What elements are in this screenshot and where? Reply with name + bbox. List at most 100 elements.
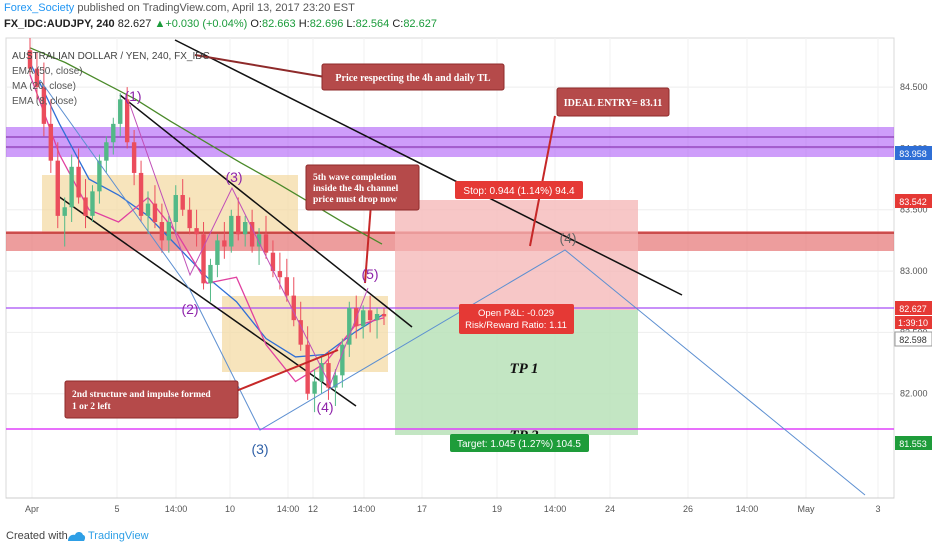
wave-label-3a: (3) [225,169,242,185]
wave-label-2: (2) [181,301,198,317]
channel-upper [119,94,413,328]
y-tick-label: 83.000 [900,266,928,276]
tradingview-brand[interactable]: TradingView [88,530,149,542]
candle-body [215,240,220,265]
candle-body [76,166,81,198]
candle-body [90,191,95,216]
candle-body [374,314,380,321]
candle-body [48,123,54,161]
candle-body [97,160,102,192]
high-label: H: [298,18,310,30]
legend-title: AUSTRALIAN DOLLAR / YEN, 240, FX_IDC [12,51,210,62]
target-label-box [450,434,589,452]
author-link[interactable]: Forex_Society [4,2,75,14]
tag-83542: 83.542 [899,197,927,207]
candle-body [333,375,338,388]
countdown: 1:39:10 [898,318,928,328]
created-with: Created with [6,530,68,542]
up-arrow-icon: ▲ [154,18,166,30]
x-tick-label: 14:00 [736,504,759,514]
callout-wave-line1: 5th wave completion [313,173,397,183]
publish-header: Forex_Society published on TradingView.c… [4,2,355,14]
candle-body [159,222,165,241]
candle-body [319,363,324,382]
candle-body [118,99,123,124]
low-value: 82.564 [355,18,390,30]
tag-83958: 83.958 [899,149,927,159]
ma-line-2 [29,74,385,383]
callout-entry-box[interactable] [556,87,670,117]
callout-tl-box[interactable] [321,63,505,91]
change: +0.030 (+0.04%) [165,18,248,30]
candle-body [291,295,296,321]
candle-body [166,222,172,241]
tag-82627: 82.627 [899,304,927,314]
purple-resistance-zone [6,127,894,157]
x-tick-label: 14:00 [277,504,300,514]
candle-body [201,234,206,284]
time-axis[interactable]: Apr 5 14:00 10 14:00 12 14:00 17 19 14:00 24 26 14:0… [6,497,894,514]
wave-label-1: (1) [124,88,141,104]
publish-info: published on TradingView.com, April 13, … [77,2,355,14]
tag-81553-box [895,436,932,450]
x-tick-label: 26 [683,504,693,514]
callout-structure-line1: 2nd structure and impulse formed [72,390,211,400]
candle-body [194,228,199,235]
candle-body [34,68,40,88]
x-tick-label: 17 [417,504,427,514]
candle-body [305,344,310,394]
candle-body [284,277,290,296]
y-tick-label: 84.500 [900,82,928,92]
ohlc-header: FX_IDC:AUDJPY, 240 82.627 ▲+0.030 (+0.04… [4,18,437,30]
tag-81553: 81.553 [899,439,927,449]
wave-label-3b: (3) [251,441,268,457]
candle-body [131,142,137,173]
candle-body [277,271,283,278]
callout-entry-text: IDEAL ENTRY= 83.11 [564,98,662,109]
wave-label-4a: (4) [316,399,333,415]
callout-wave-box[interactable] [305,164,420,211]
tradingview-logo-icon [68,532,86,541]
x-tick-label: 14:00 [165,504,188,514]
close-value: 82.627 [403,18,437,30]
candle-body [256,234,262,247]
candle-body [138,172,144,216]
footer: Created with TradingView [0,524,932,550]
x-tick-label: 24 [605,504,615,514]
callout-structure-line2: 1 or 2 left [72,402,111,412]
legend-ema50: EMA (50, close) [12,66,83,77]
wave-path-small [129,104,369,387]
candle-body [229,215,234,247]
open-value: 82.663 [261,18,296,30]
x-tick-label: 14:00 [544,504,567,514]
candle-body [249,222,255,247]
candle-body [222,240,227,247]
target-label: Target: 1.045 (1.27%) 104.5 [457,439,581,450]
wave-label-4b: (4) [559,230,576,246]
candle-body [104,142,109,161]
stop-zone [395,200,638,310]
candle-body [367,310,373,321]
candle-body [312,381,317,394]
x-tick-label: 3 [875,504,880,514]
candle-body [41,87,47,124]
x-tick-label: 12 [308,504,318,514]
legend-ma20: MA (20, close) [12,81,76,92]
candle-body [236,215,241,235]
candle-body [381,314,387,317]
pnl-label: Open P&L: -0.029 [478,308,554,319]
grid [6,38,894,498]
candle-body [173,195,178,222]
candle-body [69,166,74,208]
last-price: 82.627 [117,18,152,30]
symbol: FX_IDC:AUDJPY, 240 [4,18,115,30]
y-tick-label: 82.000 [900,389,928,399]
tag-82598-box [894,331,932,347]
high-value: 82.696 [309,18,344,30]
callout-structure-box[interactable] [64,380,239,419]
daily-trendline [174,39,683,296]
candle-body [347,307,352,345]
candle-body [55,160,60,216]
